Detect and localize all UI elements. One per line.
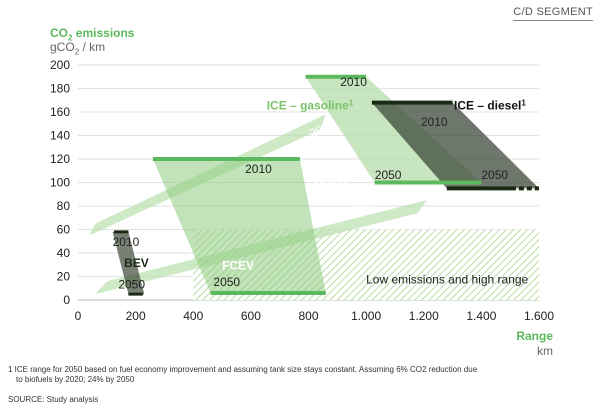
ice-diesel-area xyxy=(371,102,539,189)
x-tick-label: 400 xyxy=(183,309,203,323)
fcev-2050-label: 2050 xyxy=(213,275,240,289)
phev-fcev-area xyxy=(152,159,326,293)
emissions-range-chart: 0 20 40 60 80 100 120 140 160 180 200 0 200 400 600 800… xyxy=(50,58,554,323)
y-tick-label: 60 xyxy=(57,223,71,237)
x-tick-label: 1.600 xyxy=(524,309,554,323)
footnote: 1 ICE range for 2050 based on fuel econo… xyxy=(8,365,568,385)
bev-2010-label: 2010 xyxy=(113,235,140,249)
bev-area xyxy=(112,231,145,295)
x-axis-title: Range xyxy=(516,329,553,343)
x-tick-label: 800 xyxy=(298,309,318,323)
x-axis-unit: km xyxy=(537,344,553,358)
y-tick-label: 100 xyxy=(50,176,70,190)
ice-gasoline-footnote-mark: 1 xyxy=(349,98,354,107)
y-tick-label: 80 xyxy=(57,199,71,213)
y-tick-label: 180 xyxy=(50,82,70,96)
y-axis-title: CO2 emissions xyxy=(50,26,135,43)
x-tick-label: 600 xyxy=(241,309,261,323)
x-tick-label: 0 xyxy=(75,309,82,323)
ice-gasoline-2050-label: 2050 xyxy=(375,168,402,182)
y-tick-label: 20 xyxy=(57,270,71,284)
footnote-line-2: to biofuels by 2020; 24% by 2050 xyxy=(16,375,135,384)
y-axis-unit: gCO2 / km xyxy=(50,40,106,57)
footnote-line-1: 1 ICE range for 2050 based on fuel econo… xyxy=(8,365,478,374)
segment-tag-underline xyxy=(513,20,593,21)
ice-diesel-label: ICE – diesel1 xyxy=(454,98,526,113)
fcev-label: FCEV xyxy=(222,258,254,272)
ice-gasoline-2010-label: 2010 xyxy=(340,75,367,89)
y-tick-label: 200 xyxy=(50,58,70,72)
ice-diesel-2010-label: 2010 xyxy=(421,115,448,129)
y-tick-label: 0 xyxy=(63,293,70,307)
y-tick-label: 120 xyxy=(50,152,70,166)
x-tick-label: 1.400 xyxy=(466,309,496,323)
phev-2010-label: 2010 xyxy=(245,162,272,176)
ice-diesel-2050-label: 2050 xyxy=(481,168,508,182)
y-tick-label: 160 xyxy=(50,105,70,119)
ice-diesel-footnote-mark: 1 xyxy=(521,98,526,107)
x-tick-label: 1.200 xyxy=(409,309,439,323)
source-note: SOURCE: Study analysis xyxy=(8,395,99,404)
low-emissions-region-label: Low emissions and high range xyxy=(366,273,528,287)
x-tick-label: 1.000 xyxy=(351,309,381,323)
x-tick-label: 200 xyxy=(126,309,146,323)
phev-label: PHEV xyxy=(314,177,347,191)
y-tick-label: 140 xyxy=(50,129,70,143)
bev-label: BEV xyxy=(124,256,149,270)
segment-tag: C/D SEGMENT xyxy=(513,6,593,18)
bev-2050-label: 2050 xyxy=(118,277,145,291)
ice-gasoline-label: ICE – gasoline1 xyxy=(267,98,354,113)
y-tick-label: 40 xyxy=(57,246,71,260)
